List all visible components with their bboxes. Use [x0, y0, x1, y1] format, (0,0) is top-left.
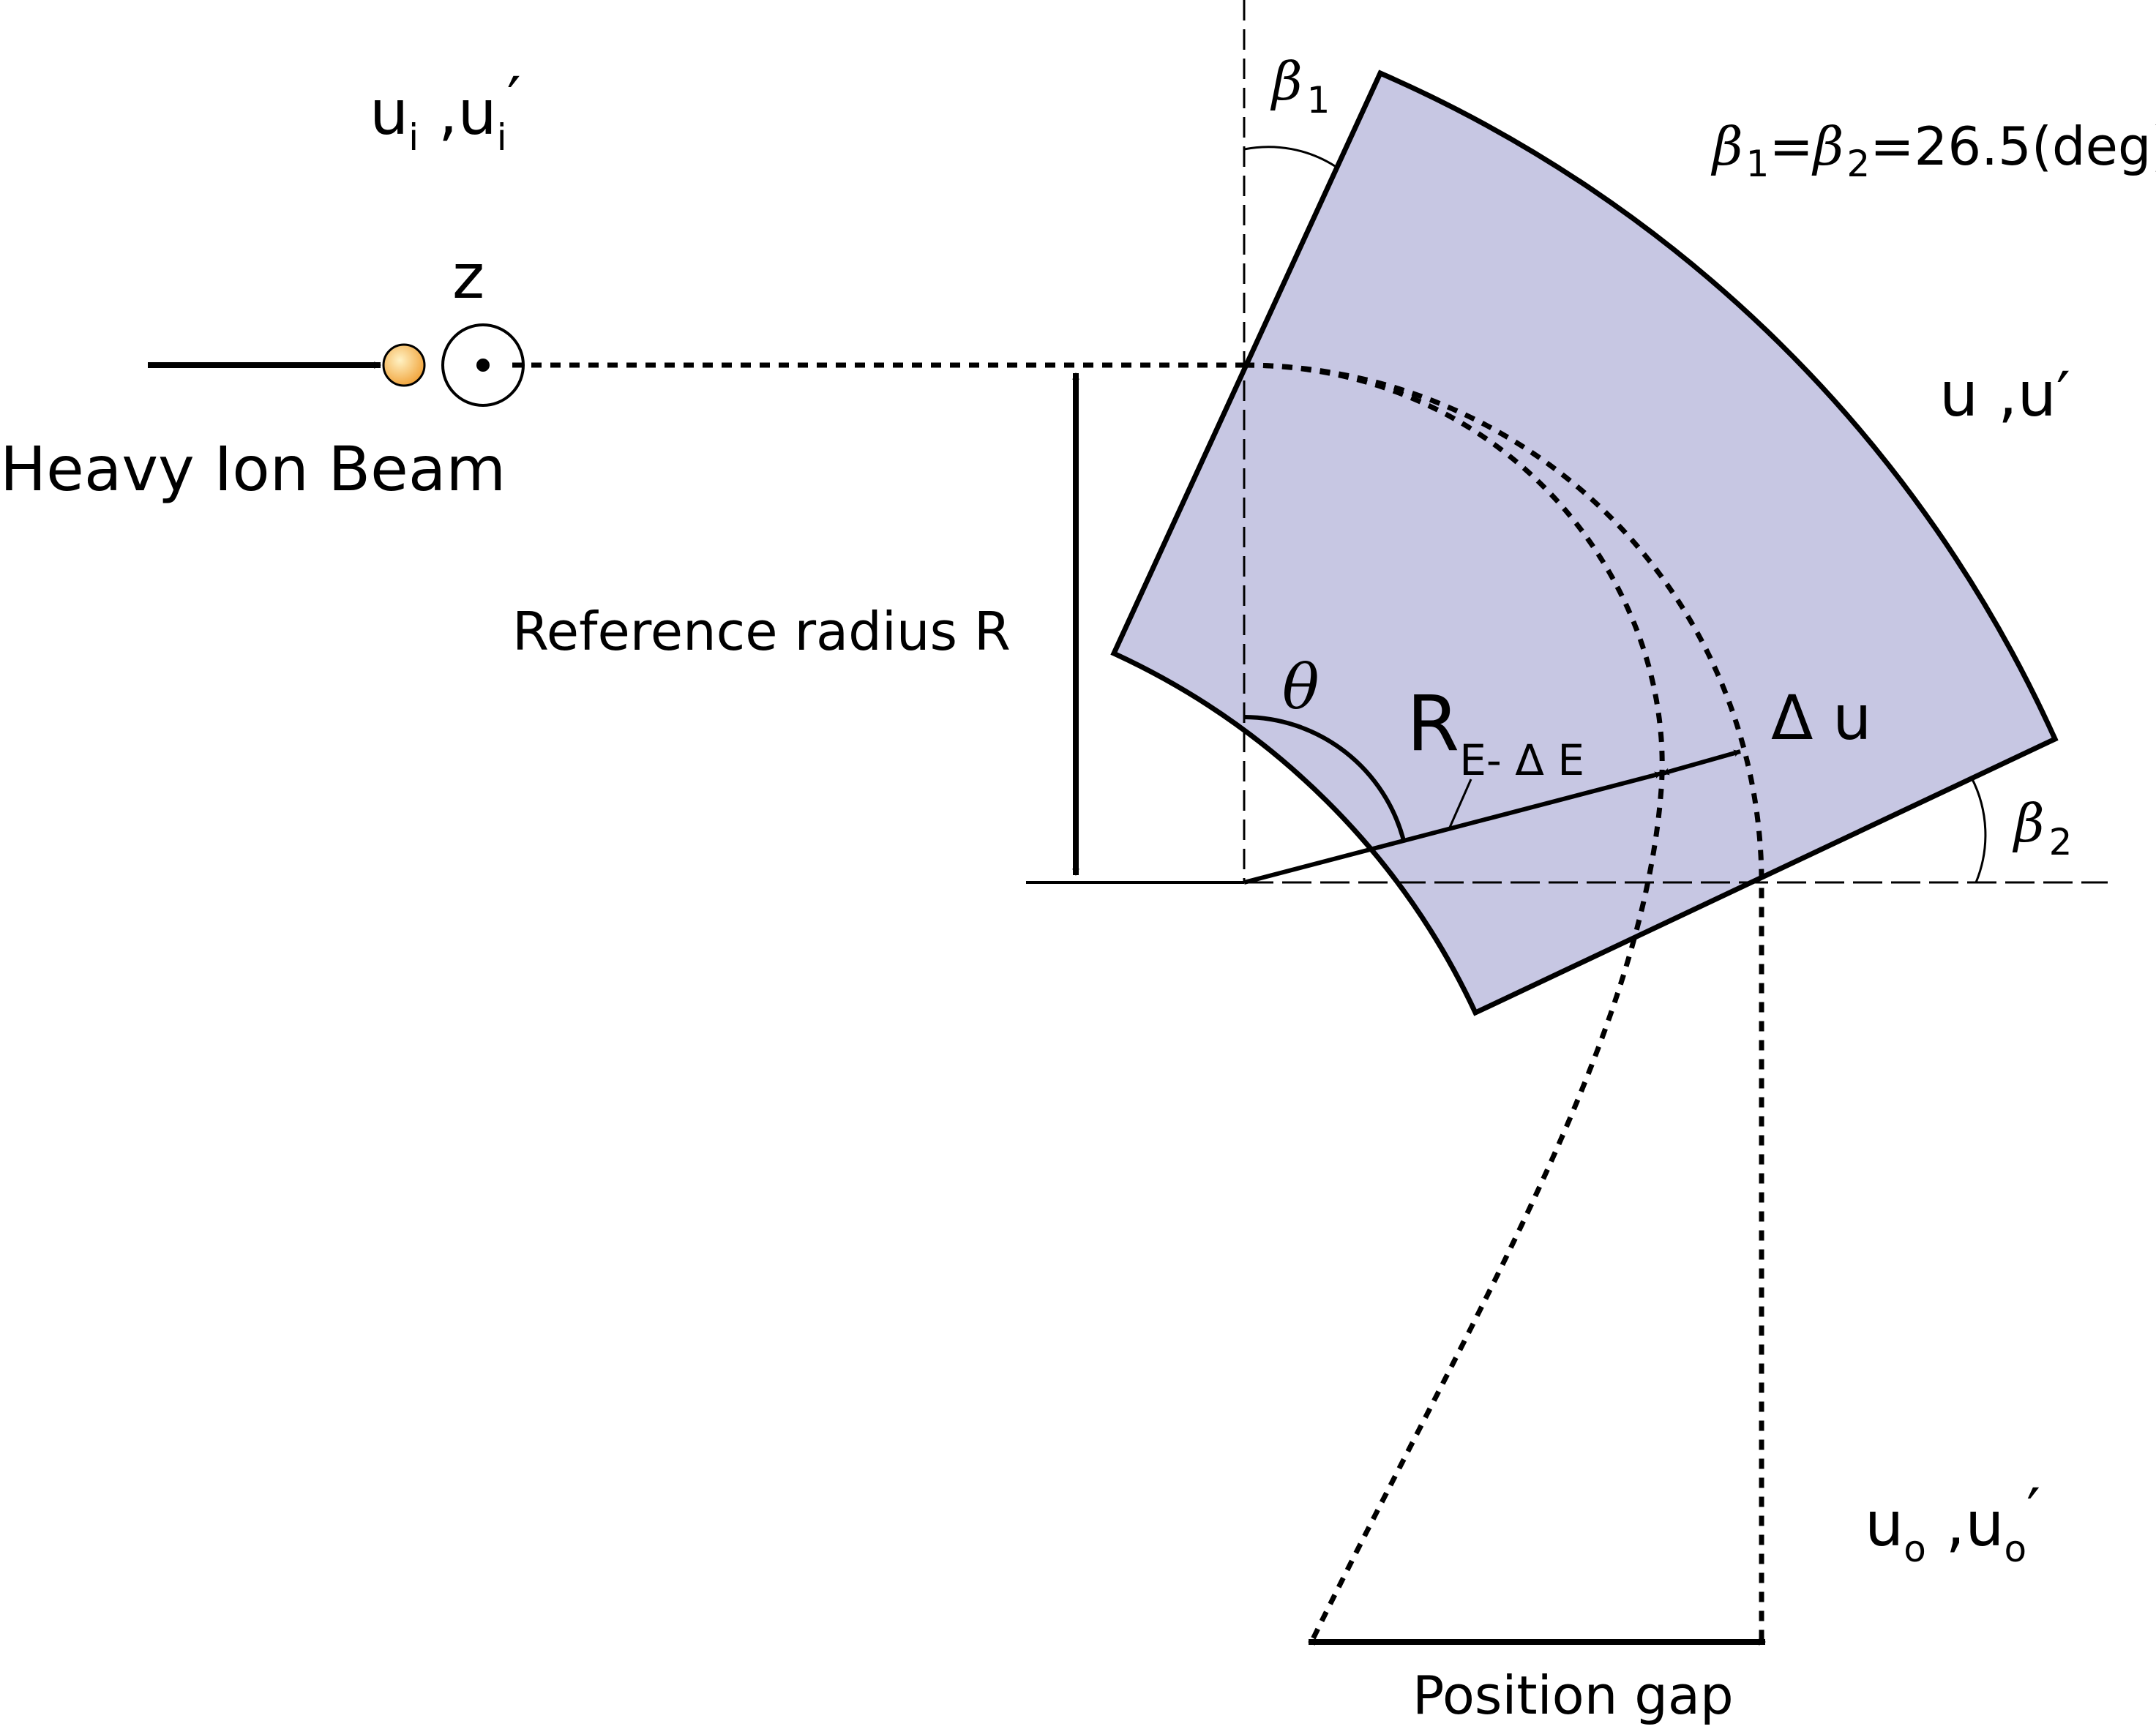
z-axis-dot [476, 359, 490, 372]
dipole-magnet-sector [1110, 70, 2059, 1016]
reference-radius-label: Reference radius R [512, 601, 1011, 662]
input-coordinate-label: ui ,ui′ [370, 64, 521, 159]
radius-e-minus-delta-e-label: RE- Δ E [1407, 679, 1584, 785]
beta2-angle-arc [1970, 777, 1987, 883]
theta-angle-arc [1243, 715, 1406, 841]
z-axis-out-of-plane-icon [441, 323, 525, 407]
radius-label-leader [1448, 779, 1472, 830]
output-coordinate-label: uo ,uo′ [1865, 1475, 2040, 1570]
theta-label: θ [1282, 651, 1320, 723]
heavy-ion-particle [382, 343, 426, 387]
beta-equation-label: β1=β2=26.5(deg) [1710, 116, 2156, 185]
lower-energy-trajectory [1243, 362, 1665, 1643]
delta-u-arrow [1662, 749, 1741, 776]
beta1-angle-arc [1243, 146, 1336, 168]
main-coordinate-label: u ,u′ [1939, 359, 2070, 430]
delta-u-label: Δ u [1771, 682, 1871, 754]
z-axis-label: z [452, 241, 484, 312]
position-gap-label: Position gap [1412, 1665, 1734, 1726]
beam-label: Heavy Ion Beam [0, 433, 506, 505]
radius-e-minus-delta-e-arrow [1243, 771, 1662, 885]
